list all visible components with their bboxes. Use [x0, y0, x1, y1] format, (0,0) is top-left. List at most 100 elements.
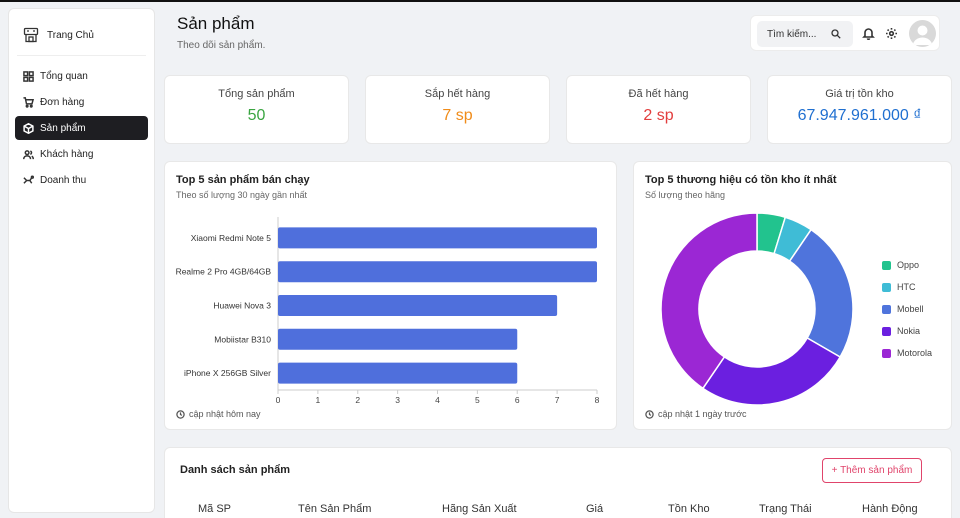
sidebar-item-overview[interactable]: Tổng quan	[15, 64, 148, 88]
donut-slice-mobell[interactable]	[788, 228, 854, 359]
stat-label: Đã hết hàng	[628, 88, 689, 100]
x-tick-label: 3	[395, 395, 400, 405]
stat-label: Sắp hết hàng	[424, 88, 491, 100]
bar[interactable]	[278, 261, 597, 283]
x-tick-label: 1	[316, 395, 321, 405]
legend-swatch	[882, 304, 891, 314]
column-header-stock[interactable]: Tồn Kho	[668, 503, 710, 515]
chart-footer-text: cập nhật 1 ngày trước	[658, 409, 747, 419]
legend-swatch	[882, 260, 891, 270]
x-tick-label: 0	[276, 395, 281, 405]
column-header-price[interactable]: Giá	[586, 503, 604, 515]
chart-footer: cập nhật hôm nay	[176, 409, 261, 419]
search-input[interactable]	[767, 28, 827, 40]
sidebar-item-label: Doanh thu	[40, 174, 87, 186]
legend-swatch	[882, 348, 891, 358]
cart-icon	[23, 96, 34, 108]
legend-item[interactable]: HTC	[882, 276, 932, 298]
x-tick-label: 4	[435, 395, 440, 405]
bar[interactable]	[278, 227, 597, 249]
bell-icon[interactable]	[862, 27, 875, 40]
legend-swatch	[882, 282, 891, 292]
stat-card-low-stock: Sắp hết hàng 7 sp	[365, 75, 550, 144]
stat-value: 67.947.961.000 ₫	[797, 107, 922, 124]
brand[interactable]: Trang Chủ	[9, 9, 154, 49]
donut-chart	[660, 212, 854, 406]
stat-value: 2 sp	[643, 107, 674, 124]
x-tick-label: 7	[555, 395, 560, 405]
stat-label: Tổng sản phẩm	[218, 88, 295, 100]
sidebar-item-label: Tổng quan	[40, 70, 88, 82]
legend-item[interactable]: Motorola	[882, 342, 932, 364]
y-tick-label: Huawei Nova 3	[213, 301, 271, 311]
stat-value: 7 sp	[442, 107, 473, 124]
column-header-code[interactable]: Mã SP	[198, 503, 232, 515]
bar-chart: Xiaomi Redmi Note 5 Realme 2 Pro 4GB/64GB…	[176, 217, 600, 405]
page-title: Sản phẩm	[177, 14, 255, 33]
x-tick-label: 5	[475, 395, 480, 405]
legend-label: Nokia	[897, 326, 921, 336]
y-tick-label: Mobiistar B310	[214, 334, 271, 344]
clock-icon	[645, 409, 654, 419]
x-tick-label: 8	[595, 395, 600, 405]
header-toolbar	[750, 15, 940, 51]
top-border	[0, 0, 960, 2]
box-icon	[23, 122, 34, 134]
legend-label: HTC	[897, 282, 916, 292]
bar[interactable]	[278, 295, 558, 316]
column-header-name[interactable]: Tên Sản Phẩm	[298, 503, 372, 515]
donut-slice-motorola[interactable]	[660, 212, 758, 390]
y-tick-label: Realme 2 Pro 4GB/64GB	[176, 267, 272, 277]
add-product-button[interactable]: + Thêm sản phẩm	[822, 458, 922, 483]
sidebar: Trang Chủ Tổng quan Đơn hàng Sản phẩm Kh…	[8, 8, 155, 513]
chart-footer: cập nhật 1 ngày trước	[645, 409, 746, 419]
legend-item[interactable]: Mobell	[882, 298, 932, 320]
divider	[17, 55, 146, 56]
donut-chart-card: Top 5 thương hiệu có tồn kho ít nhất Số …	[633, 161, 952, 430]
legend-item[interactable]: Oppo	[882, 254, 932, 276]
chart-footer-text: cập nhật hôm nay	[189, 409, 261, 419]
sidebar-item-orders[interactable]: Đơn hàng	[15, 90, 148, 114]
legend-label: Mobell	[897, 304, 924, 314]
brand-name: Trang Chủ	[47, 29, 94, 41]
chart-legend: Oppo HTC Mobell Nokia Motorola	[882, 254, 932, 364]
store-logo-icon	[23, 27, 39, 43]
column-header-actions[interactable]: Hành Động	[862, 503, 918, 515]
stat-label: Giá trị tồn kho	[825, 88, 894, 100]
chart-subtitle: Theo số lượng 30 ngày gần nhất	[176, 190, 308, 200]
donut-slice-nokia[interactable]	[701, 336, 842, 406]
search-box[interactable]	[757, 21, 853, 47]
avatar[interactable]	[909, 20, 936, 47]
chart-title: Top 5 sản phẩm bán chạy	[176, 174, 310, 186]
product-table-card: Danh sách sản phẩm + Thêm sản phẩm Mã SP…	[164, 447, 952, 518]
y-tick-label: Xiaomi Redmi Note 5	[191, 233, 272, 243]
page-subtitle: Theo dõi sản phẩm.	[177, 40, 266, 51]
legend-swatch	[882, 326, 891, 336]
sidebar-item-label: Khách hàng	[40, 148, 94, 160]
avatar-user-icon	[912, 25, 933, 45]
search-icon[interactable]	[831, 29, 841, 39]
sidebar-item-revenue[interactable]: Doanh thu	[15, 168, 148, 192]
bar-chart-card: Top 5 sản phẩm bán chạy Theo số lượng 30…	[164, 161, 617, 430]
table-title: Danh sách sản phẩm	[180, 464, 291, 476]
bar[interactable]	[278, 362, 518, 384]
dashboard-icon	[23, 70, 34, 82]
x-tick-label: 2	[355, 395, 360, 405]
column-header-status[interactable]: Trạng Thái	[759, 503, 812, 515]
legend-item[interactable]: Nokia	[882, 320, 932, 342]
bar[interactable]	[278, 328, 518, 350]
sidebar-item-products[interactable]: Sản phẩm	[15, 116, 148, 140]
revenue-icon	[23, 175, 34, 184]
stat-card-out-of-stock: Đã hết hàng 2 sp	[566, 75, 751, 144]
chart-subtitle: Số lượng theo hãng	[645, 190, 725, 200]
sidebar-item-label: Sản phẩm	[40, 122, 86, 134]
sidebar-item-customers[interactable]: Khách hàng	[15, 142, 148, 166]
column-header-brand[interactable]: Hãng Sản Xuất	[442, 503, 517, 515]
stat-value: 50	[247, 107, 266, 124]
legend-label: Motorola	[897, 348, 933, 358]
sidebar-item-label: Đơn hàng	[40, 96, 85, 108]
legend-label: Oppo	[897, 260, 920, 270]
chart-title: Top 5 thương hiệu có tồn kho ít nhất	[645, 174, 837, 186]
stat-card-inventory-value: Giá trị tồn kho 67.947.961.000 ₫	[767, 75, 952, 144]
gear-icon[interactable]	[885, 27, 898, 40]
